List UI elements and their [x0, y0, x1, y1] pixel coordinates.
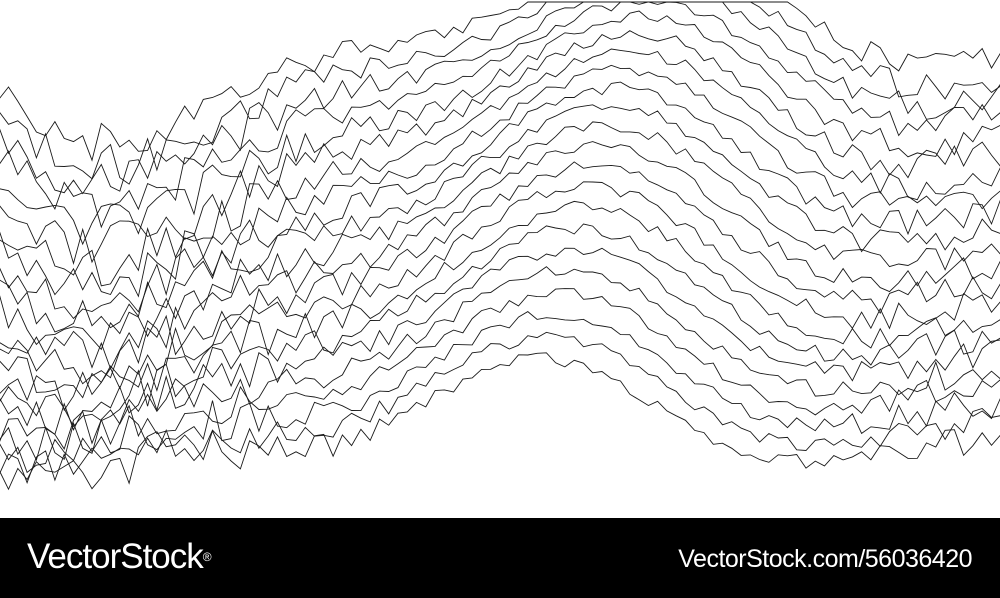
wave-line	[0, 161, 1000, 385]
wave-line	[0, 223, 1000, 428]
wave-line	[0, 331, 1000, 484]
wave-line	[0, 64, 1000, 298]
wave-line	[0, 30, 1000, 265]
wave-line	[0, 1, 1000, 162]
wave-line	[0, 10, 1000, 246]
wave-line	[0, 48, 1000, 287]
wave-line	[0, 1, 1000, 185]
wave-line	[0, 181, 1000, 399]
wave-line-artwork	[0, 1, 1000, 491]
watermark-footer-bar: VectorStock® VectorStock.com/56036420	[0, 518, 1000, 598]
wave-line	[0, 288, 1000, 462]
image-id-text: VectorStock.com/56036420	[678, 545, 972, 573]
wave-line	[0, 141, 1000, 370]
wave-line	[0, 1, 1000, 229]
wave-line	[0, 104, 1000, 333]
wave-line	[0, 311, 1000, 474]
wave-line	[0, 247, 1000, 435]
wave-line	[0, 121, 1000, 351]
wave-line	[0, 266, 1000, 450]
wave-lines-canvas	[0, 1, 1000, 491]
wave-line	[0, 1, 1000, 195]
brand-name: VectorStock	[27, 537, 204, 576]
brand-logo: VectorStock®	[27, 537, 212, 577]
wave-line	[0, 81, 1000, 320]
brand-registered-mark: ®	[202, 550, 212, 564]
wave-line	[0, 352, 1000, 491]
wave-line	[0, 200, 1000, 412]
